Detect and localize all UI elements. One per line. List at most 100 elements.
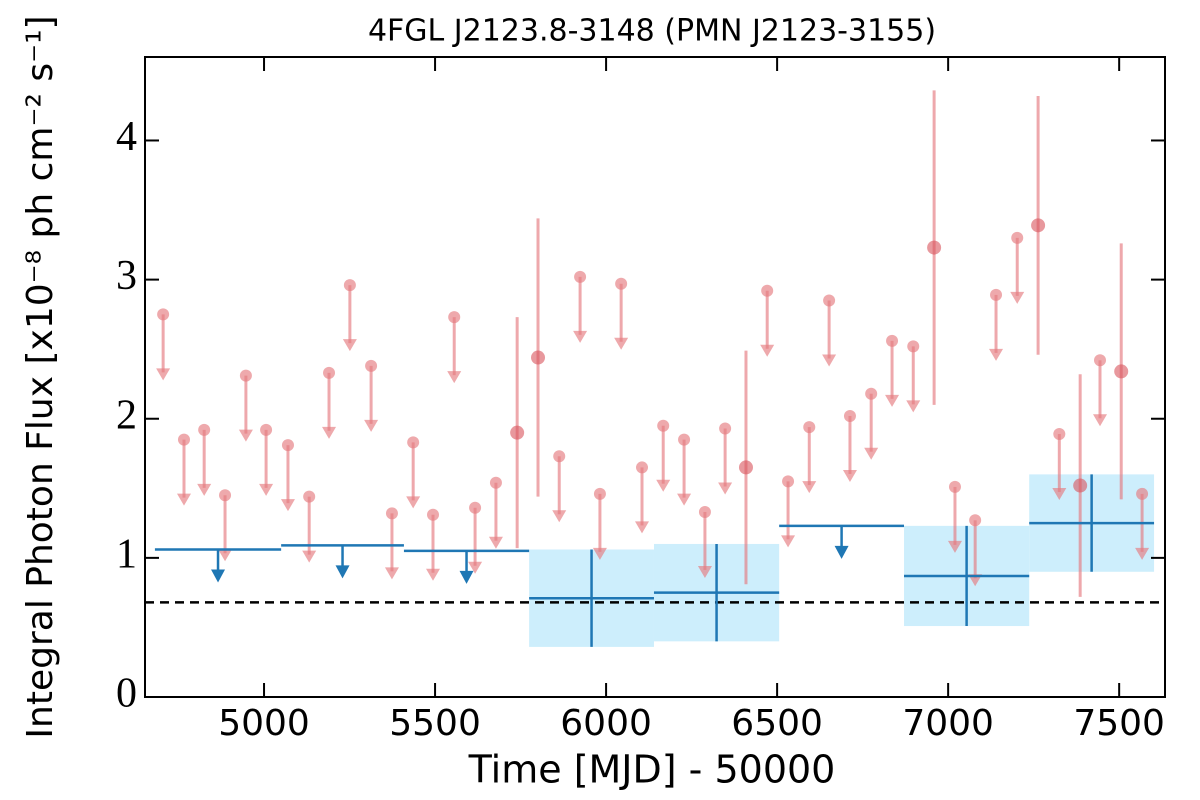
upper-limit-head (614, 337, 629, 350)
upper-limit-head (552, 510, 567, 523)
upper-limit-head (238, 429, 253, 442)
upper-limit-head (760, 344, 775, 357)
y-tick-label: 3 (116, 253, 137, 299)
upper-limit-point (427, 508, 440, 521)
upper-limit-head (781, 535, 796, 548)
upper-limit-point (260, 423, 273, 436)
plot-frame (144, 56, 1166, 698)
upper-limit-head (968, 574, 983, 587)
upper-limit-head (426, 568, 441, 581)
upper-limit-head (488, 536, 503, 549)
upper-limit-point (1094, 354, 1107, 367)
upper-limit-point (281, 439, 294, 452)
upper-limit-point (1053, 428, 1066, 441)
upper-limit-head (573, 330, 588, 343)
x-tick-label: 5000 (218, 703, 310, 744)
upper-limit-point (803, 421, 816, 434)
chart-title: 4FGL J2123.8-3148 (PMN J2123-3155) (368, 14, 936, 49)
upper-limit-head (677, 493, 692, 506)
bin-upper-limit-head (834, 545, 849, 559)
upper-limit-head (406, 496, 421, 509)
upper-limit-point (1136, 487, 1149, 500)
upper-limit-head (322, 426, 337, 439)
upper-limit-point (553, 450, 566, 463)
upper-limit-head (947, 540, 962, 553)
upper-limit-point (303, 490, 316, 503)
upper-limit-point (782, 475, 795, 488)
upper-limit-head (1135, 547, 1150, 560)
upper-limit-point (761, 284, 774, 297)
upper-limit-head (447, 371, 462, 384)
upper-limit-head (218, 549, 233, 562)
upper-limit-point (969, 514, 982, 527)
flux-point (1073, 478, 1088, 493)
upper-limit-head (384, 567, 399, 580)
upper-limit-point (1011, 231, 1024, 244)
flux-point (510, 425, 525, 440)
upper-limit-point (990, 288, 1003, 301)
upper-limit-point (469, 501, 482, 514)
upper-limit-point (615, 277, 628, 290)
upper-limit-head (822, 354, 837, 367)
upper-limit-head (280, 499, 295, 512)
upper-limit-point (177, 433, 190, 446)
upper-limit-head (697, 565, 712, 578)
upper-limit-head (718, 482, 733, 495)
upper-limit-point (407, 436, 420, 449)
upper-limit-point (886, 334, 899, 347)
upper-limit-head (364, 419, 379, 432)
upper-limit-point (574, 270, 587, 283)
upper-limit-head (156, 368, 171, 381)
upper-limit-point (219, 489, 232, 502)
flux-point (738, 460, 753, 475)
upper-limit-point (365, 359, 378, 372)
upper-limit-head (1052, 488, 1067, 501)
upper-limit-point (843, 409, 856, 422)
upper-limit-point (698, 505, 711, 518)
upper-limit-head (592, 547, 607, 560)
flux-point (1031, 218, 1046, 233)
upper-limit-point (489, 476, 502, 489)
upper-limit-head (197, 483, 212, 496)
upper-limit-point (239, 369, 252, 382)
upper-limit-head (864, 447, 879, 460)
upper-limit-point (593, 487, 606, 500)
upper-limit-point (865, 387, 878, 400)
x-axis-label: Time [MJD] - 50000 (468, 748, 836, 792)
flux-point (927, 240, 942, 255)
upper-limit-head (885, 394, 900, 407)
upper-limit-point (385, 507, 398, 520)
upper-limit-point (678, 433, 691, 446)
bin-upper-limit-head (335, 565, 350, 579)
upper-limit-point (719, 422, 732, 435)
upper-limit-head (342, 339, 357, 352)
upper-limit-head (176, 493, 191, 506)
upper-limit-head (906, 400, 921, 413)
upper-limit-head (468, 561, 483, 574)
upper-limit-head (842, 469, 857, 482)
upper-limit-point (948, 480, 961, 493)
upper-limit-point (448, 311, 461, 324)
x-tick-label: 6500 (731, 703, 823, 744)
x-tick-label: 7000 (902, 703, 994, 744)
upper-limit-head (656, 479, 671, 492)
x-tick-label: 5500 (389, 703, 481, 744)
upper-limit-point (157, 308, 170, 321)
y-axis-label: Integral Photon Flux [x10⁻⁸ ph cm⁻² s⁻¹] (20, 15, 61, 738)
upper-limit-point (907, 340, 920, 353)
y-tick-label: 1 (116, 532, 137, 578)
upper-limit-point (323, 366, 336, 379)
upper-limit-point (343, 279, 356, 292)
upper-limit-head (302, 550, 317, 563)
upper-limit-point (823, 294, 836, 307)
upper-limit-point (657, 419, 670, 432)
upper-limit-head (1093, 414, 1108, 427)
upper-limit-point (198, 423, 211, 436)
flux-point (1114, 364, 1129, 379)
bin-upper-limit-head (211, 569, 226, 583)
y-tick-label: 0 (116, 671, 137, 717)
y-tick-label: 2 (116, 392, 137, 438)
upper-limit-head (802, 481, 817, 494)
flux-point (531, 350, 546, 365)
